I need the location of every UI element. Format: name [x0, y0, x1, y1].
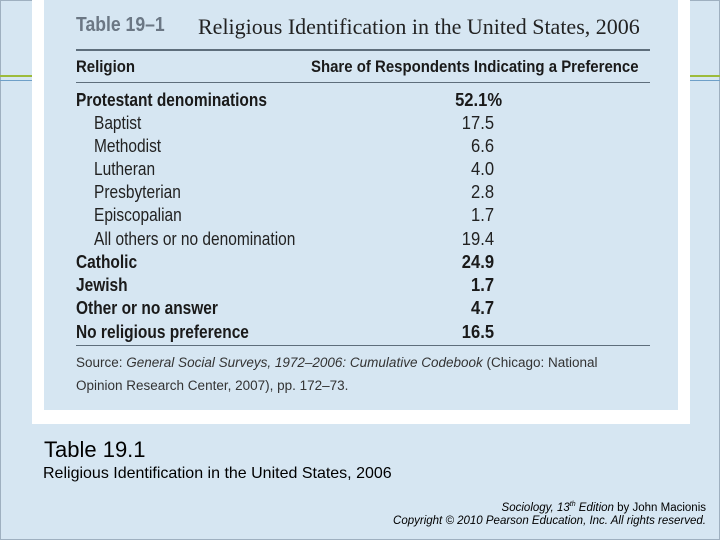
source-line-2: Opinion Research Center, 2007), pp. 172–…: [76, 378, 349, 393]
row-label: Baptist: [94, 113, 142, 133]
table-row: Other or no answer 4.7: [76, 298, 502, 321]
row-label: Catholic: [76, 252, 138, 272]
row-value: 17.5: [461, 113, 494, 133]
row-value: 24.9: [461, 252, 494, 272]
row-value: 4.7: [470, 298, 494, 318]
table-row: All others or no denomination 19.4: [76, 229, 502, 252]
row-value: 4.0: [470, 159, 494, 179]
column-header-share: Share of Respondents Indicating a Prefer…: [311, 57, 639, 76]
table-title: Religious Identification in the United S…: [198, 14, 640, 39]
table-rule-bottom: [76, 345, 650, 346]
row-value: 2.8: [470, 182, 494, 202]
table-row: Lutheran 4.0: [76, 159, 502, 182]
row-label: Jewish: [76, 275, 128, 295]
table-number: Table 19–1: [76, 14, 165, 36]
row-label: Methodist: [94, 136, 162, 156]
book-edition-sup: th: [569, 501, 576, 508]
row-value: 6.6: [470, 136, 494, 156]
row-value: 52.1%: [455, 90, 502, 110]
table-rule-top: [76, 49, 650, 51]
copyright-notice: Copyright © 2010 Pearson Education, Inc.…: [393, 515, 706, 527]
book-author: by John Macionis: [613, 501, 706, 514]
row-label: Lutheran: [94, 159, 156, 179]
column-header-religion: Religion: [76, 57, 136, 76]
row-label: No religious preference: [76, 322, 249, 342]
row-value: 1.7: [470, 205, 494, 225]
book-title: Sociology, 13: [501, 501, 570, 514]
book-edition: Edition: [575, 501, 614, 514]
table-row: Methodist 6.6: [76, 136, 502, 159]
row-label: Episcopalian: [94, 205, 182, 225]
table-source-note: Source: General Social Surveys, 1972–200…: [76, 351, 636, 397]
table-background: [44, 0, 678, 410]
source-prefix: Source:: [76, 355, 127, 370]
table-row: Protestant denominations 52.1%: [76, 90, 502, 113]
table-row: Baptist 17.5: [76, 113, 502, 136]
source-title: General Social Surveys, 1972–2006: Cumul…: [126, 355, 483, 370]
row-value: 19.4: [461, 229, 494, 249]
row-label: Presbyterian: [94, 182, 181, 202]
table-row: No religious preference 16.5: [76, 322, 502, 345]
source-rest: (Chicago: National: [482, 355, 598, 370]
caption-description: Religious Identification in the United S…: [43, 465, 392, 482]
table-row: Catholic 24.9: [76, 252, 502, 275]
row-value: 16.5: [461, 322, 494, 342]
row-label: Protestant denominations: [76, 90, 267, 110]
row-label: All others or no denomination: [94, 229, 296, 249]
row-label: Other or no answer: [76, 298, 218, 318]
table-row: Presbyterian 2.8: [76, 182, 502, 205]
row-value: 1.7: [470, 275, 494, 295]
table-rule-header: [76, 82, 650, 83]
table-row: Jewish 1.7: [76, 275, 502, 298]
caption-number: Table 19.1: [44, 437, 146, 462]
book-credit: Sociology, 13th Edition by John Macionis: [502, 501, 706, 514]
table-row: Episcopalian 1.7: [76, 205, 502, 228]
